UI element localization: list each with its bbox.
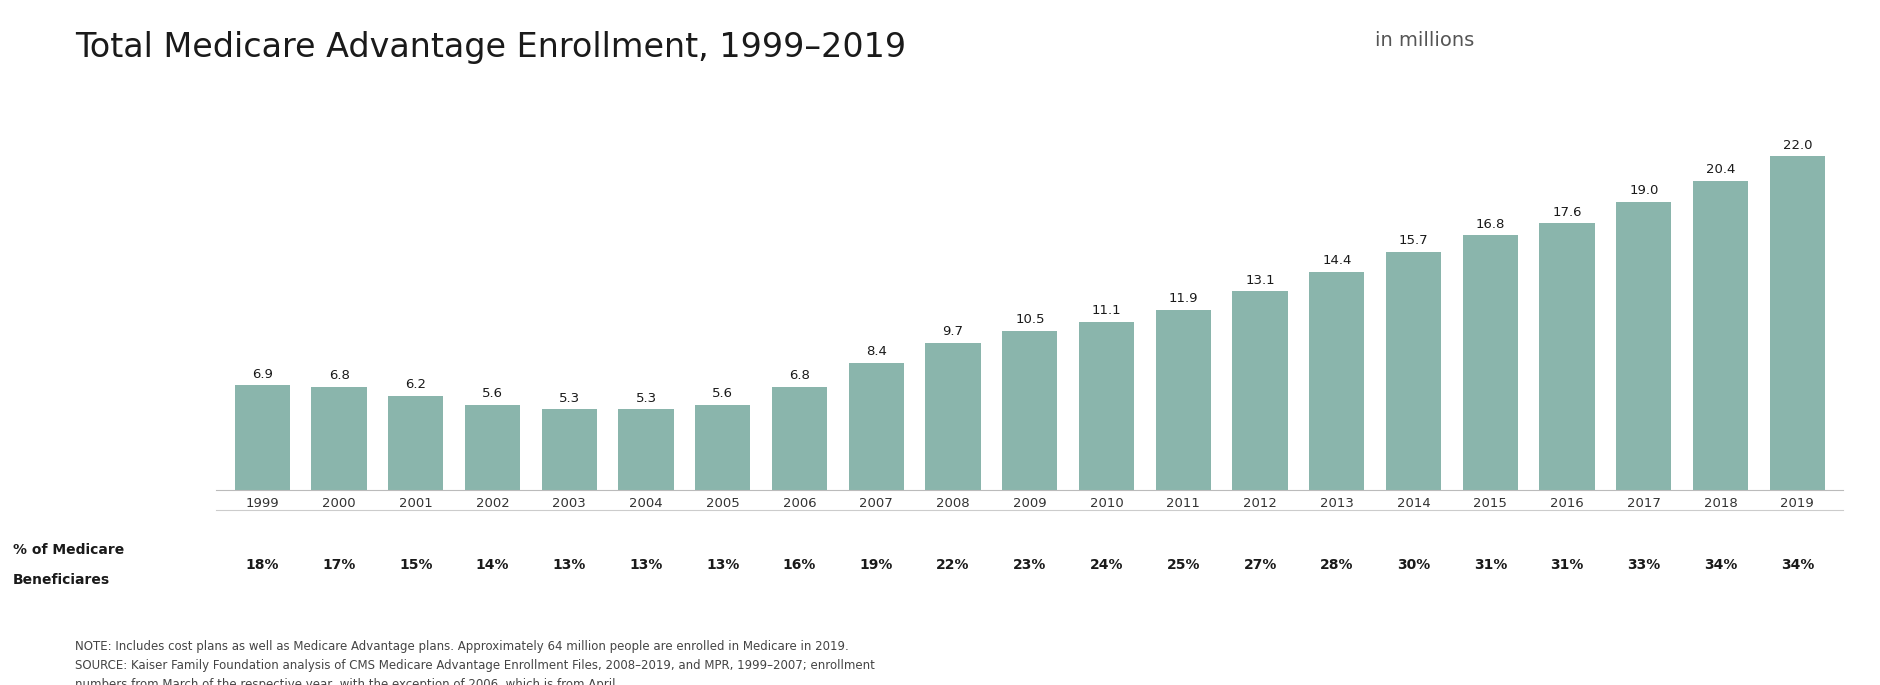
Text: 5.3: 5.3 bbox=[635, 392, 656, 405]
Text: 8.4: 8.4 bbox=[865, 345, 885, 358]
Text: 13%: 13% bbox=[705, 558, 739, 572]
Bar bbox=[235, 385, 290, 490]
Bar bbox=[1386, 252, 1440, 490]
Text: 10.5: 10.5 bbox=[1015, 313, 1043, 326]
Bar bbox=[1538, 223, 1594, 490]
Text: 28%: 28% bbox=[1320, 558, 1354, 572]
Bar bbox=[387, 396, 444, 490]
Bar bbox=[1231, 291, 1288, 490]
Bar bbox=[1002, 331, 1057, 490]
Text: 16.8: 16.8 bbox=[1476, 218, 1504, 231]
Text: 16%: 16% bbox=[782, 558, 816, 572]
Text: 34%: 34% bbox=[1703, 558, 1737, 572]
Text: % of Medicare: % of Medicare bbox=[13, 543, 124, 557]
Text: 5.6: 5.6 bbox=[481, 388, 502, 401]
Text: 11.9: 11.9 bbox=[1167, 292, 1198, 305]
Text: 22%: 22% bbox=[936, 558, 970, 572]
Text: 22.0: 22.0 bbox=[1782, 139, 1810, 152]
Bar bbox=[696, 405, 750, 490]
Text: 31%: 31% bbox=[1472, 558, 1506, 572]
Text: 6.9: 6.9 bbox=[252, 368, 273, 381]
Bar bbox=[619, 410, 673, 490]
Text: 14.4: 14.4 bbox=[1322, 254, 1352, 267]
Text: 34%: 34% bbox=[1780, 558, 1812, 572]
Text: 24%: 24% bbox=[1089, 558, 1122, 572]
Bar bbox=[925, 342, 979, 490]
Text: 31%: 31% bbox=[1549, 558, 1583, 572]
Text: 33%: 33% bbox=[1626, 558, 1660, 572]
Text: 6.2: 6.2 bbox=[406, 378, 427, 391]
Text: 20.4: 20.4 bbox=[1705, 163, 1735, 176]
Text: 17%: 17% bbox=[321, 558, 355, 572]
Text: 19.0: 19.0 bbox=[1628, 184, 1658, 197]
Text: 13%: 13% bbox=[630, 558, 662, 572]
Bar bbox=[1154, 310, 1211, 490]
Text: 5.3: 5.3 bbox=[558, 392, 579, 405]
Text: 6.8: 6.8 bbox=[329, 369, 350, 382]
Text: 9.7: 9.7 bbox=[942, 325, 963, 338]
Bar bbox=[464, 405, 521, 490]
Text: Beneficiares: Beneficiares bbox=[13, 573, 111, 587]
Text: 30%: 30% bbox=[1397, 558, 1429, 572]
Bar bbox=[1463, 235, 1517, 490]
Text: 5.6: 5.6 bbox=[713, 388, 733, 401]
Text: Total Medicare Advantage Enrollment, 1999–2019: Total Medicare Advantage Enrollment, 199… bbox=[75, 31, 906, 64]
Text: 13%: 13% bbox=[553, 558, 587, 572]
Text: 17.6: 17.6 bbox=[1551, 206, 1581, 219]
Text: NOTE: Includes cost plans as well as Medicare Advantage plans. Approximately 64 : NOTE: Includes cost plans as well as Med… bbox=[75, 640, 874, 685]
Bar bbox=[541, 410, 596, 490]
Text: 27%: 27% bbox=[1243, 558, 1277, 572]
Text: 13.1: 13.1 bbox=[1245, 274, 1275, 287]
Bar bbox=[1769, 156, 1824, 490]
Text: 19%: 19% bbox=[859, 558, 893, 572]
Bar bbox=[1308, 272, 1363, 490]
Bar bbox=[312, 387, 367, 490]
Text: 11.1: 11.1 bbox=[1090, 304, 1120, 317]
Text: 6.8: 6.8 bbox=[790, 369, 810, 382]
Bar bbox=[848, 362, 904, 490]
Text: 25%: 25% bbox=[1166, 558, 1199, 572]
Text: 23%: 23% bbox=[1013, 558, 1045, 572]
Bar bbox=[1615, 202, 1671, 490]
Bar bbox=[771, 387, 827, 490]
Text: 15.7: 15.7 bbox=[1399, 234, 1427, 247]
Text: 14%: 14% bbox=[476, 558, 509, 572]
Bar bbox=[1692, 181, 1747, 490]
Bar bbox=[1079, 322, 1134, 490]
Text: 15%: 15% bbox=[399, 558, 432, 572]
Text: 18%: 18% bbox=[246, 558, 278, 572]
Text: in millions: in millions bbox=[1374, 31, 1474, 50]
